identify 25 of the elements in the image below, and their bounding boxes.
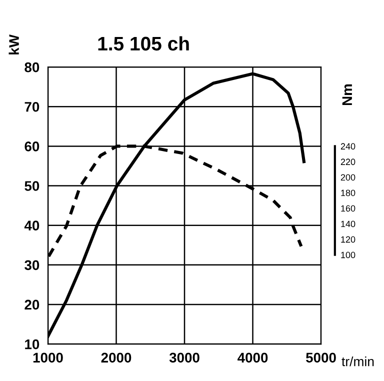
x-tick-label: 5000 <box>306 352 336 363</box>
y2-tick-label: 200 <box>340 174 356 181</box>
y-tick-label: 80 <box>24 62 40 72</box>
x-tick-label: 1000 <box>33 352 63 363</box>
chart-title: 1.5 105 ch <box>98 36 189 51</box>
y-tick-label: 50 <box>24 181 40 191</box>
y-tick-label: 10 <box>25 339 40 350</box>
y-tick-label: 70 <box>24 102 40 112</box>
x-tick-label: 2000 <box>101 352 132 363</box>
y2-tick-label: 240 <box>340 143 356 150</box>
y2-tick-label: 160 <box>341 205 356 212</box>
x-tick-label: 3000 <box>169 352 200 363</box>
y2-axis-title: Nm <box>342 84 352 106</box>
y2-tick-label: 100 <box>341 252 356 258</box>
y-tick-label: 30 <box>24 260 40 270</box>
y-tick-label: 20 <box>24 300 40 310</box>
y-tick-label: 40 <box>24 220 40 231</box>
x-tick-label: 4000 <box>238 352 268 363</box>
x-axis-title: tr/min <box>342 356 374 366</box>
y2-tick-label: 180 <box>341 190 356 196</box>
y2-tick-label: 220 <box>340 158 356 166</box>
y-tick-label: 60 <box>24 142 40 152</box>
y2-tick-label: 140 <box>341 220 356 228</box>
y2-tick-label: 120 <box>341 236 356 243</box>
y-axis-title: kW <box>8 34 19 54</box>
